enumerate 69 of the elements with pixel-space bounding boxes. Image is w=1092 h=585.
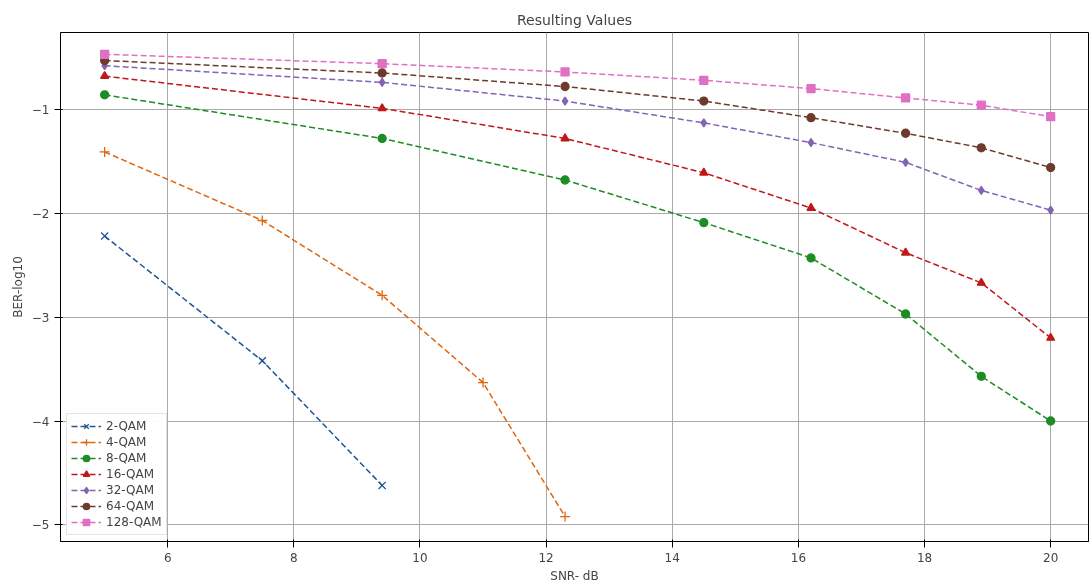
x-tick-label: 14 <box>664 550 680 565</box>
legend-label: 4-QAM <box>106 434 147 450</box>
point <box>256 214 268 227</box>
x-tick-label: 18 <box>916 550 933 565</box>
x-tick-label: 16 <box>790 550 807 565</box>
point <box>977 185 985 196</box>
point <box>699 167 709 176</box>
point <box>700 118 708 128</box>
point <box>976 143 986 153</box>
point <box>807 137 815 148</box>
point <box>477 376 489 389</box>
y-axis-title: BER-log10 <box>10 256 25 318</box>
y-tick-label: −4 <box>31 414 50 429</box>
x-tick-label: 10 <box>412 550 428 565</box>
point <box>976 100 986 110</box>
legend-label: 8-QAM <box>106 450 147 466</box>
point <box>560 81 570 92</box>
point <box>377 103 387 112</box>
point <box>806 253 816 263</box>
point <box>699 75 709 85</box>
legend-label: 2-QAM <box>106 418 147 434</box>
point <box>258 356 267 365</box>
y-tick-label: −1 <box>31 102 50 117</box>
point <box>100 49 110 59</box>
chart-title: Resulting Values <box>516 11 633 28</box>
point <box>806 113 816 123</box>
point <box>100 70 110 80</box>
legend-label: 16-QAM <box>106 466 155 482</box>
point <box>100 231 109 241</box>
point <box>1046 111 1056 122</box>
legend-label: 32-QAM <box>106 482 155 498</box>
point <box>100 90 110 100</box>
point <box>699 96 709 106</box>
point <box>1047 205 1054 215</box>
point <box>900 93 911 103</box>
point <box>377 133 387 144</box>
point <box>1046 416 1056 426</box>
point <box>377 59 387 69</box>
point <box>699 217 709 228</box>
point <box>560 67 570 77</box>
point <box>377 481 387 490</box>
point <box>376 289 388 301</box>
legend-label: 128-QAM <box>106 514 162 530</box>
x-tick-label: 8 <box>290 550 298 565</box>
point <box>806 202 816 212</box>
y-tick-label: −3 <box>31 310 50 325</box>
point <box>900 247 911 256</box>
point <box>99 146 111 158</box>
x-axis-title: SNR- dB <box>550 568 599 583</box>
point <box>900 128 911 138</box>
point <box>559 510 571 523</box>
point <box>976 277 986 286</box>
point <box>900 309 911 319</box>
legend-label: 64-QAM <box>106 498 155 514</box>
point <box>560 175 570 185</box>
point <box>902 157 909 167</box>
point <box>1046 162 1056 173</box>
point <box>561 96 569 106</box>
x-tick-label: 12 <box>538 550 554 565</box>
x-tick-label: 20 <box>1043 550 1059 565</box>
point <box>976 371 986 381</box>
x-tick-label: 6 <box>163 550 172 565</box>
point <box>1046 332 1056 341</box>
point <box>378 77 386 88</box>
point <box>377 68 387 78</box>
point <box>806 83 816 94</box>
y-tick-label: −2 <box>31 206 50 221</box>
point <box>560 133 570 142</box>
y-tick-label: −5 <box>31 518 50 533</box>
